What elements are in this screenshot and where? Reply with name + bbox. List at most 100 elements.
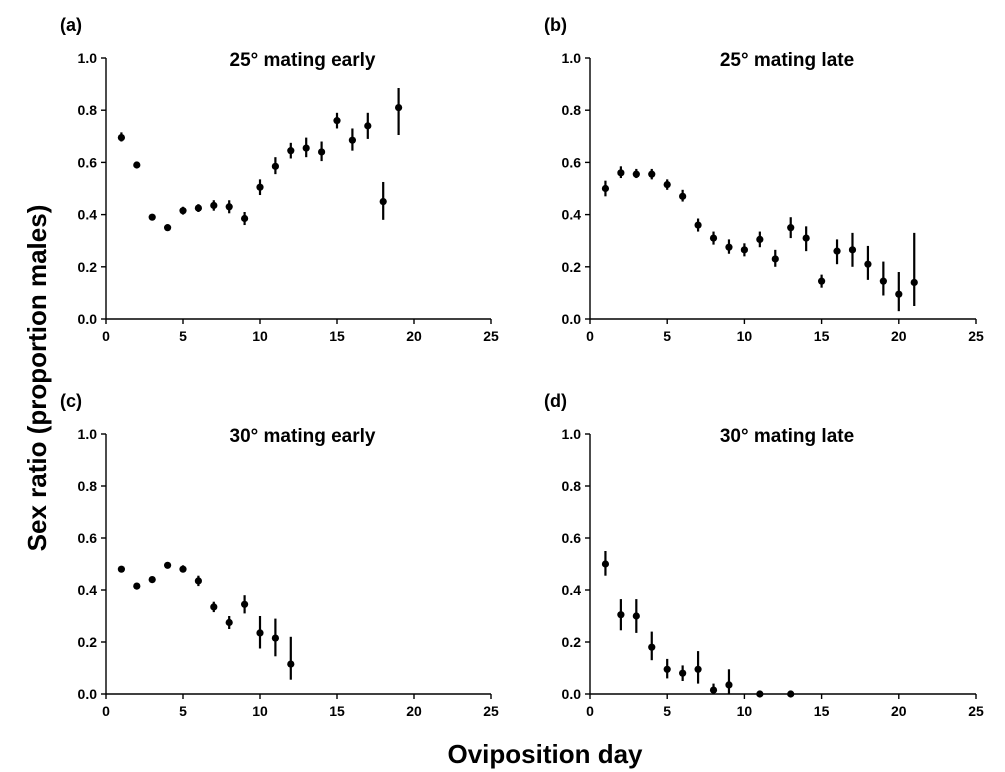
panel-4-data-point [601,560,610,568]
panel-2-data-point [771,255,779,263]
panel-4-title: 30° mating late [720,426,854,447]
panel-3-ytick-label: 0.8 [78,478,98,494]
panel-2-data-point [895,290,903,298]
panel-4-xtick-label: 0 [586,703,594,719]
panel-2-data-point [694,221,702,229]
panel-2-data-point [725,243,733,251]
panel-2-data-point [709,234,718,242]
panel-2-data-point [879,277,887,285]
panel-4-xtick-label: 25 [968,703,984,719]
panel-4-letter: (d) [544,391,567,411]
panel-1-data-point [287,147,295,155]
panel-3-ytick-label: 0.6 [78,530,98,546]
panel-2-ytick-label: 0.8 [562,102,582,118]
y-axis-label: Sex ratio (proportion males) [22,205,52,552]
panel-2-data-point [756,235,764,243]
panel-1-xtick-label: 25 [483,328,499,344]
panel-1-xtick-label: 20 [406,328,422,344]
panel-4-data-point [694,665,702,673]
panel-1-ytick-label: 0.4 [78,207,98,223]
panel-1-ytick-label: 0.8 [78,102,98,118]
panel-4-data-point [617,611,625,619]
panel-1-ytick-label: 1.0 [78,50,98,66]
panel-4-xtick-label: 20 [891,703,907,719]
panel-2-data-point [632,170,640,178]
panel-1-data-point [241,214,249,223]
panel-1-data-point [210,201,218,210]
panel-4: 0.0 0.2 0.4 0.6 0.8 1.0 0 5 10 15 20 25 (d) 30° matin… [544,391,984,719]
panel-2-data-point [617,169,625,177]
panel-1: 0.0 0.2 0.4 0.6 0.8 1.0 0 5 10 15 20 25 (a) 25° matin… [60,15,499,344]
panel-2-data-point [663,180,671,189]
panel-2-xtick-label: 20 [891,328,907,344]
panel-2-data-point [833,247,841,255]
panel-4-ytick-label: 0.4 [562,582,582,598]
panel-4-xtick-label: 10 [737,703,753,719]
panel-2-data-point [740,246,749,254]
panel-2-data-point [648,170,656,178]
panel-3-data-point [225,618,233,627]
panel-2-data-point [848,246,857,254]
panel-4-ytick-label: 1.0 [562,426,582,442]
panel-4-data-point [725,681,733,689]
panel-3-xtick-label: 20 [406,703,422,719]
panel-4-ytick-label: 0.6 [562,530,582,546]
x-axis-label: Oviposition day [447,739,643,769]
panel-4-ytick-label: 0.8 [562,478,582,494]
panel-3-data-point [117,565,125,573]
panel-1-data-point [256,183,264,191]
panel-3-xtick-label: 25 [483,703,499,719]
panel-1-data-point [117,134,125,142]
panel-1-data-point [318,148,326,156]
panel-3-ytick-label: 0.0 [78,686,98,702]
panel-4-data-point [648,643,656,651]
panel-3-ytick-label: 0.4 [78,582,98,598]
panel-2-data-point [679,192,687,200]
panel-4-data-point [632,612,640,620]
panel-2-xtick-label: 15 [814,328,830,344]
panel-1-data-point [348,136,356,144]
panel-1-data-point [364,122,372,130]
panel-1-letter: (a) [60,15,82,35]
panel-2-xtick-label: 0 [586,328,594,344]
panel-1-xtick-label: 0 [102,328,110,344]
panel-1-data-point [271,162,279,170]
panel-4-ytick-label: 0.2 [562,634,582,650]
panel-2-xtick-label: 25 [968,328,984,344]
panel-4-xtick-label: 5 [663,703,671,719]
panel-3-data-point [271,634,279,642]
panel-3-data-point [241,600,249,608]
panel-2-data-point [802,234,810,242]
panel-2-ytick-label: 0.4 [562,207,582,223]
panel-1-data-point [179,207,187,215]
panel-3-ytick-label: 1.0 [78,426,98,442]
panel-3: 0.0 0.2 0.4 0.6 0.8 1.0 0 5 10 15 20 25 (c) 30° matin… [60,391,499,719]
panel-1-title: 25° mating early [230,50,376,71]
panel-1-ytick-label: 0.6 [78,154,98,170]
panel-1-data-point [164,224,172,232]
panel-1-xtick-label: 15 [329,328,345,344]
panel-2-data-point [818,277,826,285]
panel-3-xtick-label: 10 [252,703,268,719]
panel-3-xtick-label: 0 [102,703,110,719]
panel-2-data-point [910,278,918,287]
panel-2-letter: (b) [544,15,567,35]
panel-4-data-point [679,669,687,677]
panel-3-data-point [287,660,295,668]
panel-4-xtick-label: 15 [814,703,830,719]
panel-3-title: 30° mating early [230,426,376,447]
panel-4-data-point [787,690,795,698]
panel-1-ytick-label: 0.0 [78,311,98,327]
panel-2-xtick-label: 10 [737,328,753,344]
panel-3-data-point [179,565,187,573]
panel-4-data-point [756,690,764,698]
panel-3-data-point [256,629,264,637]
panel-2-ytick-label: 0.2 [562,259,582,275]
panel-1-data-point [194,204,202,212]
panel-2: 0.0 0.2 0.4 0.6 0.8 1.0 0 5 10 15 20 25 (b) 25° matin… [544,15,984,344]
panel-3-letter: (c) [60,391,82,411]
panel-1-data-point [302,144,310,152]
panel-3-data-point [194,577,202,585]
panels-group: 0.0 0.2 0.4 0.6 0.8 1.0 0 5 10 15 20 25 (a) 25° matin… [60,15,984,719]
